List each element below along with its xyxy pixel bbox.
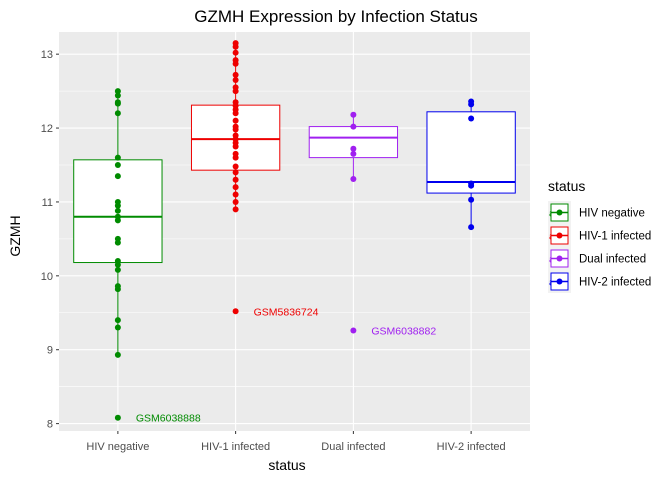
data-point (114, 266, 121, 273)
data-point (114, 351, 121, 358)
data-point (114, 173, 121, 180)
x-axis: HIV negative HIV-1 infected Dual infected H… (86, 431, 506, 453)
data-point (114, 239, 121, 246)
y-axis: 8 9 10 11 12 13 (41, 49, 59, 431)
chart-title: GZMH Expression by Infection Status (194, 7, 477, 26)
data-point (232, 176, 239, 183)
data-point (468, 115, 475, 122)
data-point (232, 117, 239, 124)
data-point (114, 154, 121, 161)
data-point (232, 49, 239, 56)
data-point (468, 224, 475, 231)
data-point (232, 191, 239, 198)
legend-key-point (556, 232, 563, 239)
y-tick-label: 11 (42, 197, 53, 209)
legend-label: HIV-1 infected (579, 231, 651, 243)
data-point (350, 111, 357, 118)
data-point (232, 184, 239, 191)
data-point (114, 324, 121, 331)
data-point (232, 169, 239, 176)
data-point (350, 327, 357, 334)
data-point (114, 162, 121, 168)
data-point (468, 196, 475, 203)
legend-key-point (556, 209, 563, 216)
legend-label: HIV negative (579, 208, 645, 220)
data-point (114, 88, 121, 95)
y-axis-title: GZMH (7, 215, 23, 256)
y-tick-label: 13 (41, 49, 53, 61)
data-point (114, 317, 121, 324)
legend: status aHIV negativeaHIV-1 infectedaDual… (548, 178, 651, 293)
data-point (350, 123, 357, 130)
data-point (114, 207, 121, 214)
x-tick-label: HIV-2 infected (437, 441, 506, 453)
data-point (114, 261, 121, 268)
data-point (232, 43, 239, 50)
data-point (232, 198, 239, 205)
data-point (232, 60, 239, 67)
data-point (468, 182, 475, 189)
y-tick-label: 12 (41, 123, 53, 135)
x-tick-label: Dual infected (321, 441, 385, 453)
data-point (114, 286, 121, 293)
y-tick-label: 9 (47, 345, 53, 357)
data-point (114, 100, 121, 107)
data-point (114, 202, 121, 209)
data-point (232, 206, 239, 213)
data-point (232, 163, 239, 170)
data-point (350, 176, 357, 183)
data-point (232, 126, 239, 133)
legend-title: status (548, 178, 585, 194)
outlier-label: GSM5836724 (254, 306, 319, 318)
data-point (232, 154, 239, 161)
data-points (114, 40, 475, 421)
x-tick-label: HIV negative (86, 441, 149, 453)
legend-label: Dual infected (579, 254, 646, 266)
data-point (350, 145, 357, 152)
outlier-label: GSM6038882 (371, 326, 436, 338)
data-point (232, 143, 239, 150)
data-point (114, 414, 121, 421)
data-point (232, 110, 239, 117)
box (426, 111, 516, 194)
data-point (468, 101, 475, 108)
data-point (232, 71, 239, 78)
outlier-label: GSM6038888 (136, 413, 201, 425)
legend-key-point (556, 278, 563, 285)
x-tick-label: HIV-1 infected (201, 441, 270, 453)
annotations: GSM6038888 GSM5836724 GSM6038882 (136, 306, 436, 424)
legend-key-point (556, 255, 563, 262)
y-tick-label: 10 (41, 271, 53, 283)
data-point (232, 77, 239, 84)
x-axis-title: status (268, 457, 305, 473)
data-point (114, 110, 121, 117)
data-point (232, 308, 239, 315)
data-point (350, 150, 357, 157)
data-point (232, 88, 239, 95)
legend-label: HIV-2 infected (579, 277, 651, 289)
y-tick-label: 8 (47, 419, 53, 431)
data-point (114, 92, 121, 99)
data-point (114, 217, 121, 224)
